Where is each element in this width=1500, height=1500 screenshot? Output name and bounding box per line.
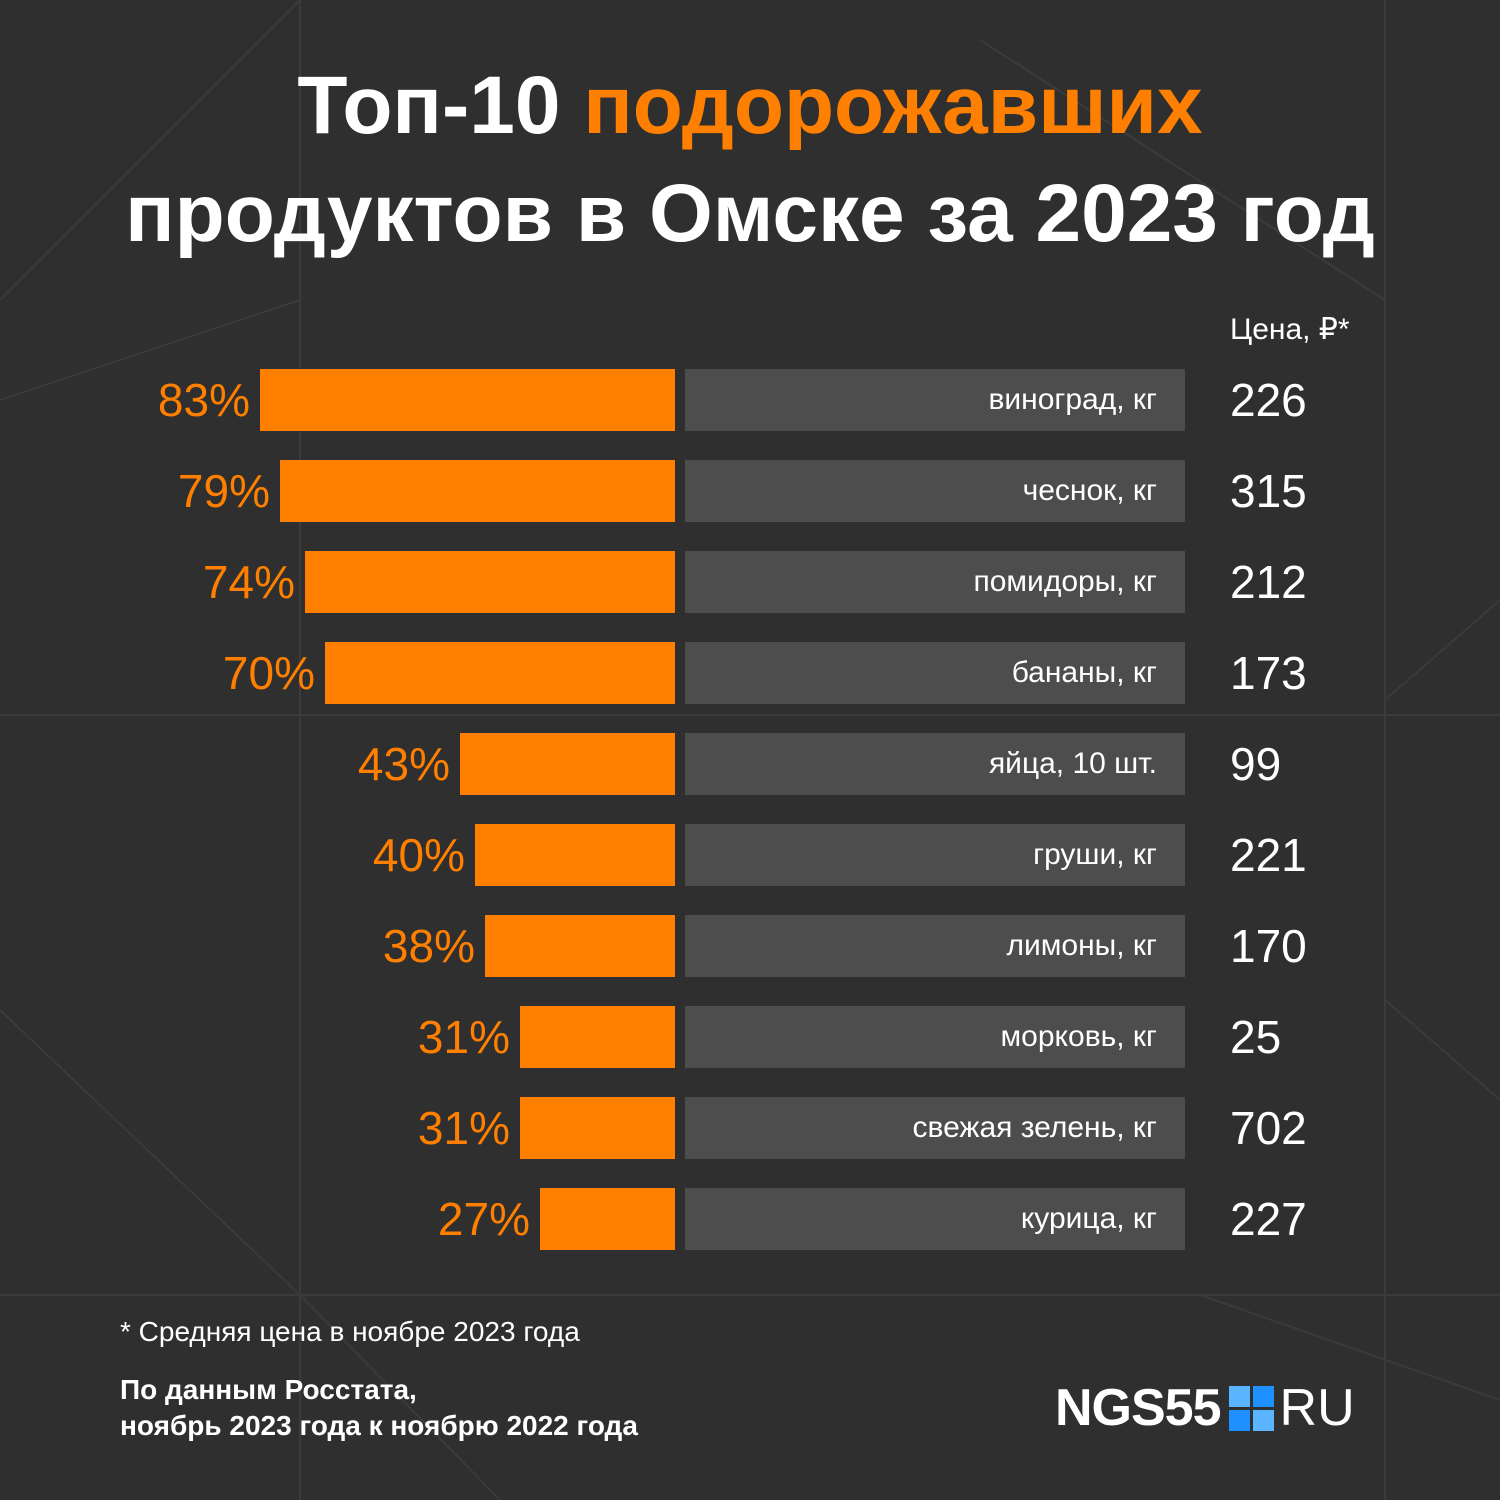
bar-value-label: 70% <box>222 647 315 699</box>
bar <box>520 1006 675 1068</box>
footnote: * Средняя цена в ноябре 2023 года <box>120 1316 580 1347</box>
bar-value-label: 79% <box>177 465 270 517</box>
category-label-box: яйца, 10 шт. <box>685 733 1185 795</box>
category-label-box: чеснок, кг <box>685 460 1185 522</box>
bar-row: 31% морковь, кг 25 <box>0 1006 1500 1068</box>
source-line2: ноябрь 2023 года к ноябрю 2022 года <box>120 1410 638 1441</box>
category-label: бананы, кг <box>1011 656 1157 689</box>
bar-row: 79% чеснок, кг 315 <box>0 460 1500 522</box>
logo-suffix: RU <box>1279 1379 1355 1437</box>
price-value: 227 <box>1230 1193 1307 1245</box>
price-value: 212 <box>1230 556 1307 608</box>
bar-value-label: 83% <box>157 374 250 426</box>
price-value: 99 <box>1230 738 1282 790</box>
category-label: яйца, 10 шт. <box>988 747 1157 780</box>
category-label: курица, кг <box>1020 1202 1157 1235</box>
category-label-box: виноград, кг <box>685 369 1185 431</box>
bar-value-label: 43% <box>357 738 450 790</box>
bar <box>280 460 675 522</box>
bar-value-label: 27% <box>437 1193 530 1245</box>
category-label: лимоны, кг <box>1006 929 1157 962</box>
title-white-part: Топ-10 <box>297 60 584 151</box>
bar-row: 83% виноград, кг 226 <box>0 369 1500 431</box>
category-label: груши, кг <box>1033 838 1157 871</box>
bar <box>305 551 675 613</box>
price-value: 173 <box>1230 647 1307 699</box>
bar <box>520 1097 675 1159</box>
chart-title-line1: Топ-10 подорожавших <box>0 56 1500 156</box>
ngs-logo: NGS55 RU <box>1055 1379 1355 1437</box>
price-value: 315 <box>1230 465 1307 517</box>
bar <box>325 642 675 704</box>
bar <box>485 915 675 977</box>
bar-value-label: 74% <box>202 556 295 608</box>
category-label-box: бананы, кг <box>685 642 1185 704</box>
chart-title-line2: продуктов в Омске за 2023 год <box>125 168 1375 259</box>
category-label-box: лимоны, кг <box>685 915 1185 977</box>
price-value: 25 <box>1230 1011 1282 1063</box>
category-label-box: груши, кг <box>685 824 1185 886</box>
category-label-box: морковь, кг <box>685 1006 1185 1068</box>
ngs-square-logo-icon <box>1228 1385 1274 1431</box>
price-value: 702 <box>1230 1102 1307 1154</box>
bar-row: 31% свежая зелень, кг 702 <box>0 1097 1500 1159</box>
bar-row: 43% яйца, 10 шт. 99 <box>0 733 1500 795</box>
bar-value-label: 40% <box>372 829 465 881</box>
bar-row: 38% лимоны, кг 170 <box>0 915 1500 977</box>
bar <box>460 733 675 795</box>
category-label-box: помидоры, кг <box>685 551 1185 613</box>
bar <box>540 1188 675 1250</box>
category-label: виноград, кг <box>988 383 1157 416</box>
price-value: 221 <box>1230 829 1307 881</box>
price-column-header: Цена, ₽* <box>1230 313 1350 346</box>
bar-row: 27% курица, кг 227 <box>0 1188 1500 1250</box>
bar-row: 70% бананы, кг 173 <box>0 642 1500 704</box>
bar <box>260 369 675 431</box>
category-label: чеснок, кг <box>1022 474 1157 507</box>
bar <box>475 824 675 886</box>
category-label: помидоры, кг <box>973 565 1158 598</box>
bar-row: 74% помидоры, кг 212 <box>0 551 1500 613</box>
title-orange-part: подорожавших <box>583 60 1203 151</box>
category-label-box: курица, кг <box>685 1188 1185 1250</box>
source-line1: По данным Росстата, <box>120 1374 417 1405</box>
bar-row: 40% груши, кг 221 <box>0 824 1500 886</box>
category-label-box: свежая зелень, кг <box>685 1097 1185 1159</box>
bar-value-label: 31% <box>417 1011 510 1063</box>
category-label: морковь, кг <box>1000 1020 1157 1053</box>
logo-text: NGS55 <box>1055 1379 1222 1437</box>
bar-value-label: 31% <box>417 1102 510 1154</box>
price-value: 226 <box>1230 374 1307 426</box>
category-label: свежая зелень, кг <box>912 1111 1157 1144</box>
price-value: 170 <box>1230 920 1307 972</box>
bar-value-label: 38% <box>382 920 475 972</box>
